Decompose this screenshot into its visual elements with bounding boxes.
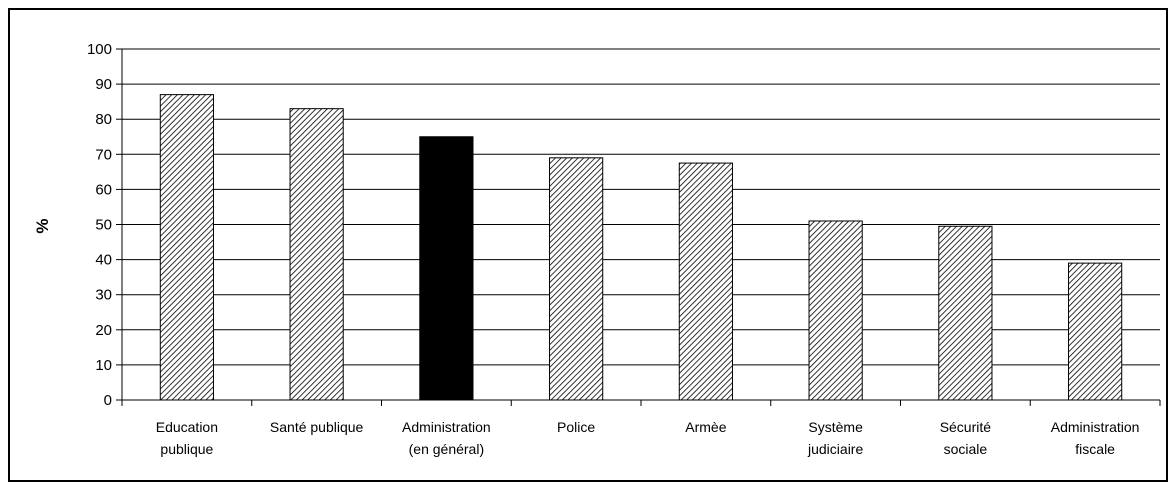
x-category-label: Administration	[1051, 419, 1140, 435]
x-category-label: Police	[557, 419, 595, 435]
y-tick-label: 50	[95, 217, 112, 234]
x-category-label: Sécurité	[940, 419, 992, 435]
y-tick-label: 80	[95, 111, 112, 128]
y-axis-label: %	[33, 218, 52, 233]
x-category-label: publique	[160, 441, 213, 457]
bar	[289, 108, 344, 401]
y-tick-label: 90	[95, 76, 112, 93]
x-category-label: (en général)	[409, 441, 485, 457]
x-category-label: Santé publique	[270, 419, 364, 435]
bar	[549, 157, 604, 401]
bar	[159, 94, 214, 401]
x-category-label: Education	[156, 419, 218, 435]
y-tick-label: 10	[95, 357, 112, 374]
x-category-label: sociale	[944, 441, 988, 457]
x-category-labels: Education publique Santé publique Administr…	[156, 419, 1140, 457]
bar	[938, 225, 993, 401]
axes	[116, 48, 1161, 406]
y-tick-label: 0	[104, 392, 112, 409]
bar	[419, 136, 474, 401]
y-tick-labels: 0 10 20 30 40 50 60 70 80 90 100	[87, 41, 112, 409]
x-category-label: Système	[808, 419, 863, 435]
bar	[808, 220, 863, 401]
y-tick-label: 40	[95, 252, 112, 269]
x-category-label: Administration	[402, 419, 491, 435]
y-tick-label: 20	[95, 322, 112, 339]
x-category-label: Armèe	[685, 419, 726, 435]
bar	[1068, 262, 1123, 401]
x-category-label: fiscale	[1075, 441, 1115, 457]
y-tick-label: 100	[87, 41, 112, 58]
gridlines	[122, 48, 1160, 366]
y-tick-label: 30	[95, 287, 112, 304]
bars	[159, 94, 1123, 401]
x-category-label: judiciaire	[807, 441, 863, 457]
bar	[678, 162, 733, 401]
y-tick-label: 70	[95, 146, 112, 163]
y-tick-label: 60	[95, 181, 112, 198]
